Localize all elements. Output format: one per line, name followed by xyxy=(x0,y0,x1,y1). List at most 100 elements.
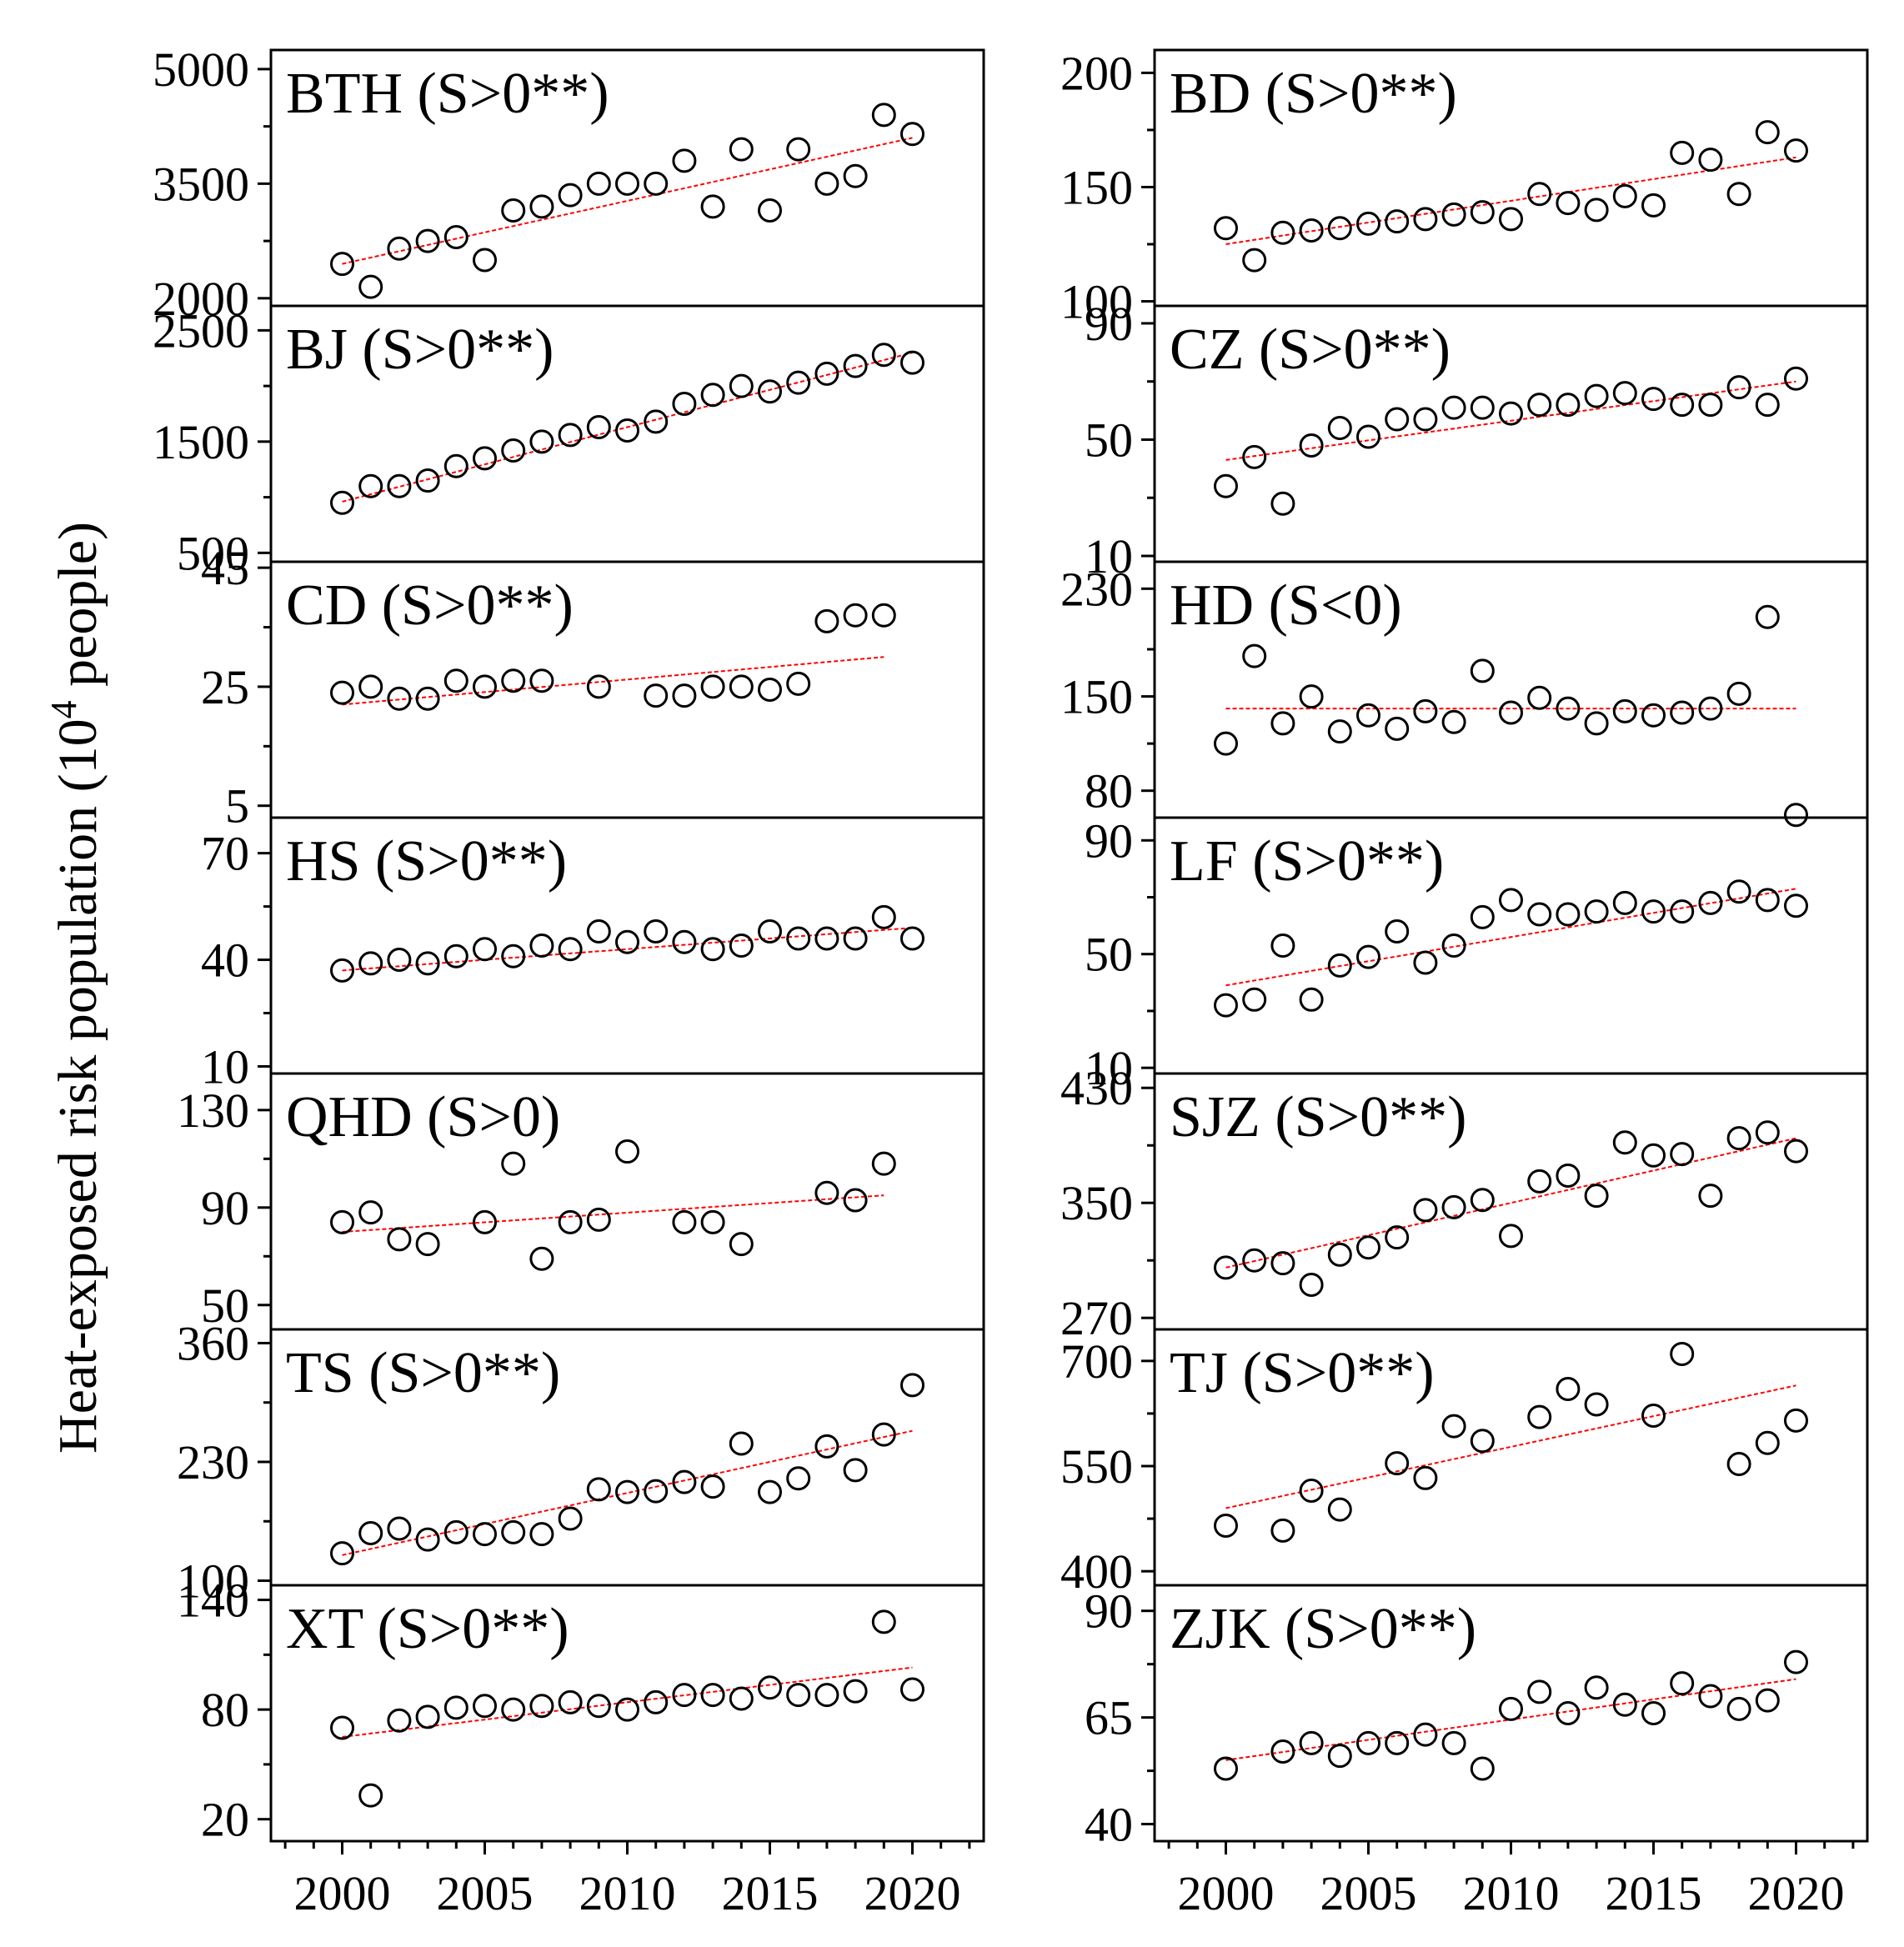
y-tick-label-ts: 360 xyxy=(177,1316,249,1370)
data-point-sjz xyxy=(1242,1248,1267,1273)
data-point-qhd xyxy=(843,1188,868,1213)
data-point-sjz xyxy=(1327,1242,1352,1267)
data-point-bth xyxy=(843,163,868,188)
data-point-bd xyxy=(1726,182,1751,207)
data-point-bj xyxy=(330,490,354,515)
data-point-hs xyxy=(586,918,611,943)
data-point-qhd xyxy=(615,1139,639,1164)
data-point-cz xyxy=(1584,383,1609,408)
data-point-ts xyxy=(843,1458,868,1483)
data-point-hs xyxy=(900,926,924,951)
data-point-bd xyxy=(1327,216,1352,241)
y-tick-label-bj: 1500 xyxy=(153,415,249,469)
data-point-sjz xyxy=(1612,1130,1637,1155)
data-point-cd xyxy=(473,674,497,699)
data-point-bj xyxy=(672,391,697,416)
data-point-tj xyxy=(1385,1451,1410,1476)
data-point-xt xyxy=(358,1783,383,1808)
data-point-bd xyxy=(1441,202,1466,227)
data-point-tj xyxy=(1270,1518,1295,1543)
data-point-qhd xyxy=(529,1246,554,1271)
data-point-hs xyxy=(415,951,440,976)
data-point-qhd xyxy=(672,1209,697,1234)
data-point-cd xyxy=(758,678,782,702)
data-point-hs xyxy=(700,937,725,962)
data-point-hs xyxy=(672,929,697,954)
data-point-xt xyxy=(387,1708,412,1733)
data-point-xt xyxy=(473,1694,497,1719)
data-point-zjk xyxy=(1441,1730,1466,1755)
data-point-lf xyxy=(1242,987,1267,1012)
panel-qhd: 50 90 130 QHD (S>0) xyxy=(177,1072,985,1333)
data-point-bj xyxy=(473,446,497,471)
data-point-bd xyxy=(1499,207,1523,232)
data-point-xt xyxy=(900,1677,924,1702)
data-point-sjz xyxy=(1527,1169,1552,1194)
data-point-cd xyxy=(843,603,868,628)
y-tick-label-sjz: 430 xyxy=(1060,1061,1133,1115)
data-point-hs xyxy=(358,951,383,976)
panel-hd: 80 150 230 HD (S<0) xyxy=(1060,560,1869,828)
data-point-xt xyxy=(644,1689,669,1714)
data-point-cd xyxy=(387,686,412,711)
data-point-bd xyxy=(1784,138,1808,163)
data-point-sjz xyxy=(1385,1225,1410,1250)
data-point-bj xyxy=(529,429,554,454)
panel-zjk: 40 65 90 ZJK (S>0**) xyxy=(1085,1584,1869,1852)
data-point-hd xyxy=(1556,696,1581,721)
data-point-cz xyxy=(1612,381,1637,406)
data-point-lf xyxy=(1527,902,1552,927)
data-point-hs xyxy=(843,926,868,951)
data-point-ts xyxy=(415,1527,440,1552)
data-point-ts xyxy=(786,1466,811,1491)
y-tick-label-hd: 150 xyxy=(1060,670,1133,724)
data-point-hs xyxy=(786,926,811,951)
data-point-zjk xyxy=(1270,1739,1295,1764)
data-point-bj xyxy=(758,379,782,404)
data-point-hd xyxy=(1270,711,1295,736)
y-tick-label-bd: 150 xyxy=(1060,160,1133,214)
data-point-hs xyxy=(615,929,639,954)
data-point-zjk xyxy=(1784,1649,1808,1674)
data-point-sjz xyxy=(1299,1273,1324,1298)
data-point-zjk xyxy=(1698,1684,1723,1709)
data-point-bj xyxy=(387,473,412,498)
data-point-qhd xyxy=(729,1232,754,1257)
y-tick-label-ts: 230 xyxy=(177,1435,249,1489)
data-point-xt xyxy=(814,1683,839,1708)
y-tick-label-sjz: 350 xyxy=(1060,1176,1133,1230)
data-point-lf xyxy=(1356,944,1380,969)
data-point-hd xyxy=(1698,696,1723,721)
data-point-bd xyxy=(1527,182,1552,207)
y-tick-label-cz: 90 xyxy=(1085,297,1133,351)
panel-title-hd: HD (S<0) xyxy=(1170,573,1402,638)
data-point-ts xyxy=(672,1469,697,1494)
data-point-lf xyxy=(1612,890,1637,915)
data-point-tj xyxy=(1413,1465,1438,1490)
data-point-bj xyxy=(586,414,611,439)
data-point-cz xyxy=(1726,375,1751,400)
data-point-zjk xyxy=(1726,1696,1751,1721)
y-tick-label-zjk: 65 xyxy=(1085,1691,1133,1745)
data-point-hs xyxy=(729,933,754,958)
data-point-qhd xyxy=(473,1209,497,1234)
data-point-zjk xyxy=(1470,1756,1495,1781)
y-tick-label-cz: 10 xyxy=(1085,529,1133,583)
data-point-ts xyxy=(900,1373,924,1398)
data-point-tj xyxy=(1641,1403,1666,1428)
y-tick-label-bj: 500 xyxy=(177,526,249,580)
data-point-sjz xyxy=(1755,1120,1780,1145)
data-point-bd xyxy=(1670,140,1695,165)
data-point-zjk xyxy=(1356,1730,1380,1755)
y-tick-label-tj: 400 xyxy=(1060,1544,1133,1599)
data-point-cd xyxy=(358,674,383,699)
y-axis-label-tail: people) xyxy=(48,522,108,700)
data-point-lf xyxy=(1755,888,1780,913)
data-point-zjk xyxy=(1299,1730,1324,1755)
data-point-bj xyxy=(358,473,383,498)
data-point-hs xyxy=(330,958,354,983)
data-point-bd xyxy=(1556,191,1581,216)
data-point-xt xyxy=(843,1679,868,1704)
data-point-bj xyxy=(501,438,526,463)
y-tick-label-bd: 200 xyxy=(1060,46,1133,100)
